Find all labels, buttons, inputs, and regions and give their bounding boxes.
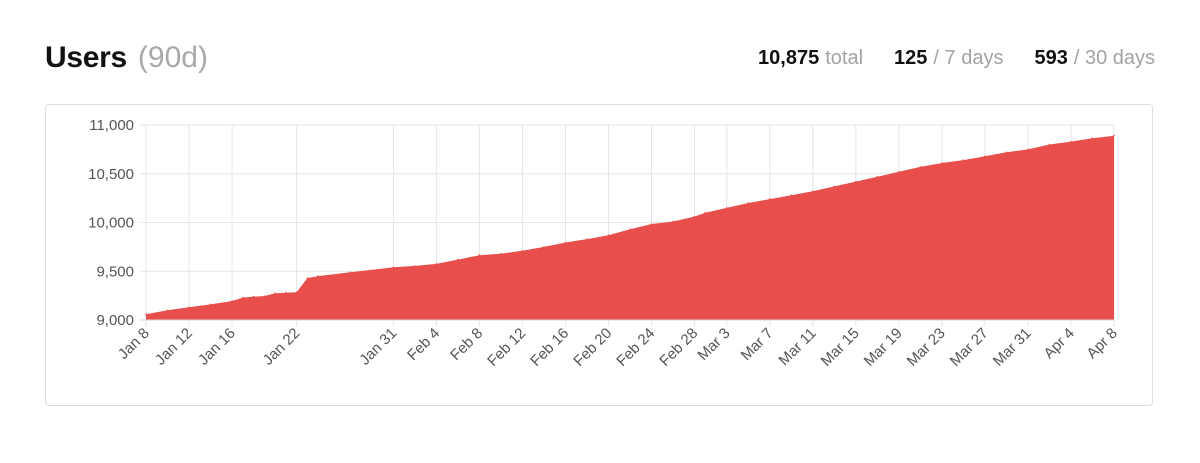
- stats-summary: 10,875 total 125 / 7 days 593 / 30 days: [758, 47, 1155, 70]
- stat-total: 10,875 total: [758, 47, 863, 70]
- data-point: [1113, 134, 1115, 137]
- stat-total-label: total: [825, 46, 864, 69]
- data-point: [306, 277, 309, 279]
- x-tick-label: Mar 15: [818, 325, 863, 370]
- data-point: [317, 275, 319, 277]
- data-point: [242, 296, 244, 299]
- y-tick-label: 9,000: [96, 312, 134, 329]
- x-tick-label: Mar 27: [947, 325, 992, 370]
- data-point: [295, 291, 298, 293]
- stat-30-days-label: / 30 days: [1073, 46, 1155, 69]
- stat-7-days-label: / 7 days: [933, 46, 1004, 69]
- data-point: [984, 155, 986, 157]
- data-point: [607, 234, 610, 236]
- y-tick-label: 9,500: [96, 263, 134, 280]
- stat-7-days: 125 / 7 days: [894, 47, 1003, 70]
- x-tick-label: Jan 16: [195, 325, 239, 369]
- data-point: [898, 171, 900, 173]
- x-tick-label: Jan 31: [356, 325, 400, 369]
- data-point: [392, 266, 395, 269]
- x-tick-label: Mar 19: [861, 325, 906, 370]
- data-point: [876, 175, 879, 178]
- users-area: [146, 135, 1114, 320]
- data-point: [1091, 137, 1094, 139]
- data-point: [855, 180, 857, 183]
- x-tick-label: Mar 23: [904, 325, 949, 370]
- data-point: [500, 252, 502, 255]
- data-point: [188, 306, 190, 309]
- data-point: [263, 295, 266, 297]
- stat-7-days-value: 125: [894, 46, 928, 69]
- x-tick-label: Jan 8: [115, 325, 153, 363]
- data-point: [285, 291, 287, 294]
- data-point: [769, 198, 771, 200]
- x-tick-label: Mar 31: [990, 325, 1035, 370]
- stat-30-days: 593 / 30 days: [1034, 47, 1155, 70]
- title-group: Users (90d): [45, 41, 208, 75]
- data-point: [543, 246, 545, 248]
- data-point: [962, 159, 965, 161]
- x-tick-label: Feb 8: [447, 325, 486, 364]
- data-point: [231, 300, 233, 302]
- x-tick-label: Jan 22: [260, 325, 304, 369]
- data-point: [457, 258, 459, 261]
- data-point: [1070, 140, 1072, 143]
- data-point: [812, 190, 814, 193]
- header: Users (90d) 10,875 total 125 / 7 days 59…: [45, 34, 1155, 82]
- data-point: [478, 254, 481, 256]
- data-point: [166, 309, 169, 312]
- data-point: [919, 166, 922, 168]
- data-point: [586, 238, 588, 240]
- x-tick-label: Feb 28: [656, 325, 701, 370]
- stat-total-value: 10,875: [758, 46, 820, 69]
- data-point: [790, 194, 793, 196]
- stat-30-days-value: 593: [1034, 46, 1068, 69]
- data-point: [349, 271, 352, 273]
- x-tick-label: Feb 24: [613, 325, 658, 370]
- page-title: Users: [45, 41, 127, 74]
- data-point: [414, 265, 416, 267]
- data-point: [693, 215, 696, 218]
- data-point: [726, 207, 728, 209]
- data-point: [252, 295, 255, 298]
- data-point: [629, 228, 631, 231]
- data-point: [1027, 148, 1029, 151]
- data-point: [747, 202, 750, 204]
- data-point: [672, 220, 674, 223]
- x-tick-label: Feb 12: [484, 325, 529, 370]
- x-tick-label: Feb 20: [570, 325, 615, 370]
- x-tick-label: Feb 16: [527, 325, 572, 370]
- x-tick-label: Mar 11: [775, 325, 819, 369]
- x-tick-label: Apr 4: [1040, 325, 1077, 362]
- y-tick-label: 10,500: [88, 166, 134, 183]
- y-tick-label: 11,000: [89, 117, 134, 134]
- data-point: [1005, 151, 1008, 154]
- y-tick-label: 10,000: [88, 215, 134, 232]
- data-point: [521, 250, 524, 252]
- data-point: [435, 263, 438, 265]
- x-tick-label: Apr 8: [1083, 325, 1120, 362]
- data-point: [209, 303, 212, 306]
- data-point: [941, 162, 943, 164]
- data-point: [1048, 143, 1051, 146]
- x-tick-label: Jan 12: [152, 325, 196, 369]
- x-tick-label: Mar 7: [738, 325, 777, 364]
- data-point: [650, 223, 653, 225]
- data-point: [145, 313, 147, 315]
- data-point: [704, 211, 707, 214]
- x-tick-label: Feb 4: [404, 325, 443, 364]
- range-label: (90d): [137, 41, 208, 74]
- chart-panel: 9,000 9,500 10,000 10,500 11,000 Jan 8 Jan 12 J…: [45, 104, 1153, 406]
- data-point: [833, 185, 836, 188]
- data-point: [564, 241, 567, 244]
- x-tick-label: Mar 3: [694, 325, 733, 364]
- data-point: [274, 292, 276, 294]
